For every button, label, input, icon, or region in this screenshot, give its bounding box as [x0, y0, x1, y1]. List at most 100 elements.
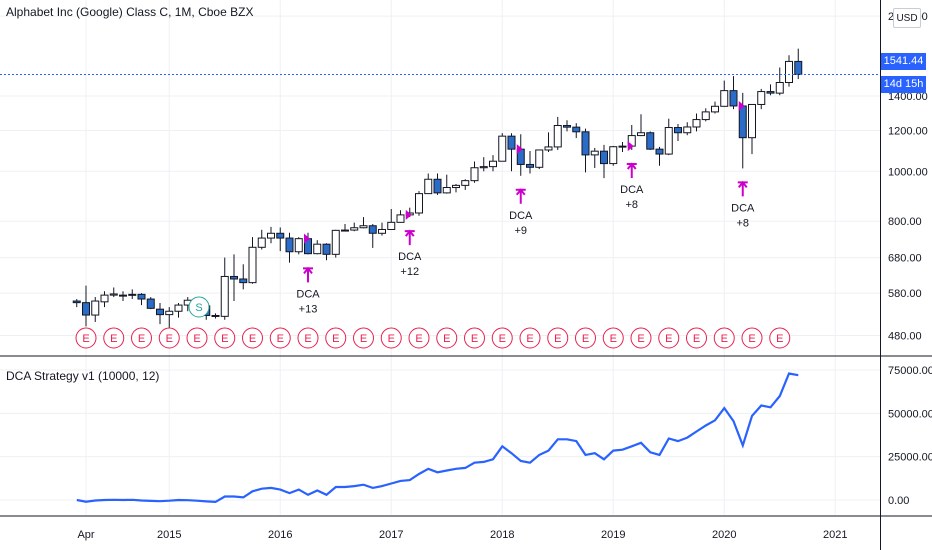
candle-body [100, 294, 109, 303]
split-label: S [195, 302, 202, 314]
earnings-label: E [665, 333, 672, 345]
dca-arrow-icon [626, 162, 637, 178]
candle-body [128, 293, 137, 296]
earnings-label: E [193, 333, 200, 345]
earnings-badge: E [380, 327, 402, 349]
entry-flag-icon [405, 209, 412, 220]
earnings-circle [575, 327, 596, 349]
earnings-circle [630, 327, 652, 349]
earnings-badge: E [713, 327, 735, 349]
price-tick-label: 1000.00 [888, 166, 928, 178]
time-tick-label: 2016 [268, 529, 292, 541]
grid-lines [0, 0, 880, 515]
candle-body [267, 232, 275, 239]
dca-count: +12 [400, 266, 419, 278]
candle-body [91, 300, 100, 316]
candle-body [766, 91, 775, 94]
candle [489, 155, 497, 172]
candle [775, 67, 784, 96]
candle-body [581, 131, 590, 156]
candle-body [72, 300, 81, 304]
candle-body [387, 221, 396, 230]
candle [137, 293, 146, 306]
candle [433, 173, 442, 195]
earnings-circle [658, 327, 680, 349]
candle-body [461, 180, 470, 186]
earnings-badge: E [741, 327, 763, 349]
candle [396, 210, 405, 223]
candle [313, 240, 322, 255]
candle [220, 257, 229, 320]
candle [526, 150, 534, 174]
candle-body [553, 125, 562, 148]
candle-body [248, 246, 257, 284]
dca-marker: DCA +13 [296, 233, 320, 315]
earnings-badge: E [491, 327, 513, 349]
candle-body [285, 237, 294, 253]
dca-marker: DCA +8 [620, 141, 644, 211]
earnings-badge: E [408, 327, 430, 349]
countdown-tag: 14d 15h [881, 76, 926, 93]
candle-body [174, 304, 183, 312]
earnings-badge: E [186, 327, 208, 349]
dca-marker: DCA +8 [731, 100, 755, 229]
dca-arrow-icon [303, 266, 313, 283]
earnings-circle [131, 327, 152, 349]
candle-body [711, 105, 719, 113]
candle-body [701, 111, 710, 121]
earnings-badge: E [158, 327, 180, 349]
earnings-badge: E [269, 327, 291, 349]
candle [535, 149, 544, 170]
candle-body [452, 184, 460, 189]
earnings-circle [297, 327, 319, 349]
earnings-circle [158, 327, 180, 349]
candle [165, 307, 174, 329]
price-tick-label: 680.00 [888, 253, 922, 265]
candle [720, 80, 729, 107]
candle [729, 76, 738, 110]
earnings-circle [380, 327, 402, 349]
price-tick-label: 580.00 [888, 288, 922, 300]
earnings-label: E [499, 333, 506, 345]
earnings-label: E [221, 333, 228, 345]
candle-body [775, 82, 784, 94]
earnings-circle [436, 327, 458, 349]
candle-body [442, 187, 451, 194]
candle [424, 173, 433, 195]
earnings-badge: E [75, 327, 97, 349]
earnings-badge: E [575, 327, 596, 349]
earnings-label: E [110, 333, 117, 345]
candle-body [378, 228, 386, 234]
candle [563, 120, 571, 132]
candle-body [600, 150, 608, 165]
chart-title: Alphabet Inc (Google) Class C, 1M, Cboe … [6, 5, 254, 19]
earnings-label: E [166, 333, 173, 345]
earnings-circle [242, 327, 263, 349]
strategy-equity-line [76, 372, 799, 504]
candle [415, 191, 423, 216]
candle [470, 161, 479, 183]
earnings-label: E [471, 333, 478, 345]
earnings-circle [75, 327, 97, 349]
time-axis[interactable]: Apr 2015 2016 2017 2018 2019 2020 2021 [77, 529, 847, 541]
candle-body [664, 127, 673, 155]
candle-body [119, 294, 127, 297]
earnings-circle [353, 327, 374, 349]
earnings-badge: E [464, 327, 485, 349]
earnings-label: E [748, 333, 755, 345]
earnings-label: E [637, 333, 644, 345]
candle-body [748, 103, 756, 139]
indicator-tick-label: 25000.00 [888, 452, 932, 464]
candle-body [322, 243, 331, 255]
currency-button[interactable]: USD [893, 8, 921, 28]
candle [368, 224, 377, 248]
indicator-axis[interactable]: 75000.00 50000.00 25000.00 0.00 [888, 365, 932, 507]
candle-body [424, 178, 433, 195]
earnings-badge: E [602, 327, 624, 349]
candle [257, 229, 266, 250]
candle [174, 303, 183, 318]
candle [442, 174, 451, 194]
dca-count: +13 [299, 303, 318, 315]
candle [581, 128, 590, 173]
